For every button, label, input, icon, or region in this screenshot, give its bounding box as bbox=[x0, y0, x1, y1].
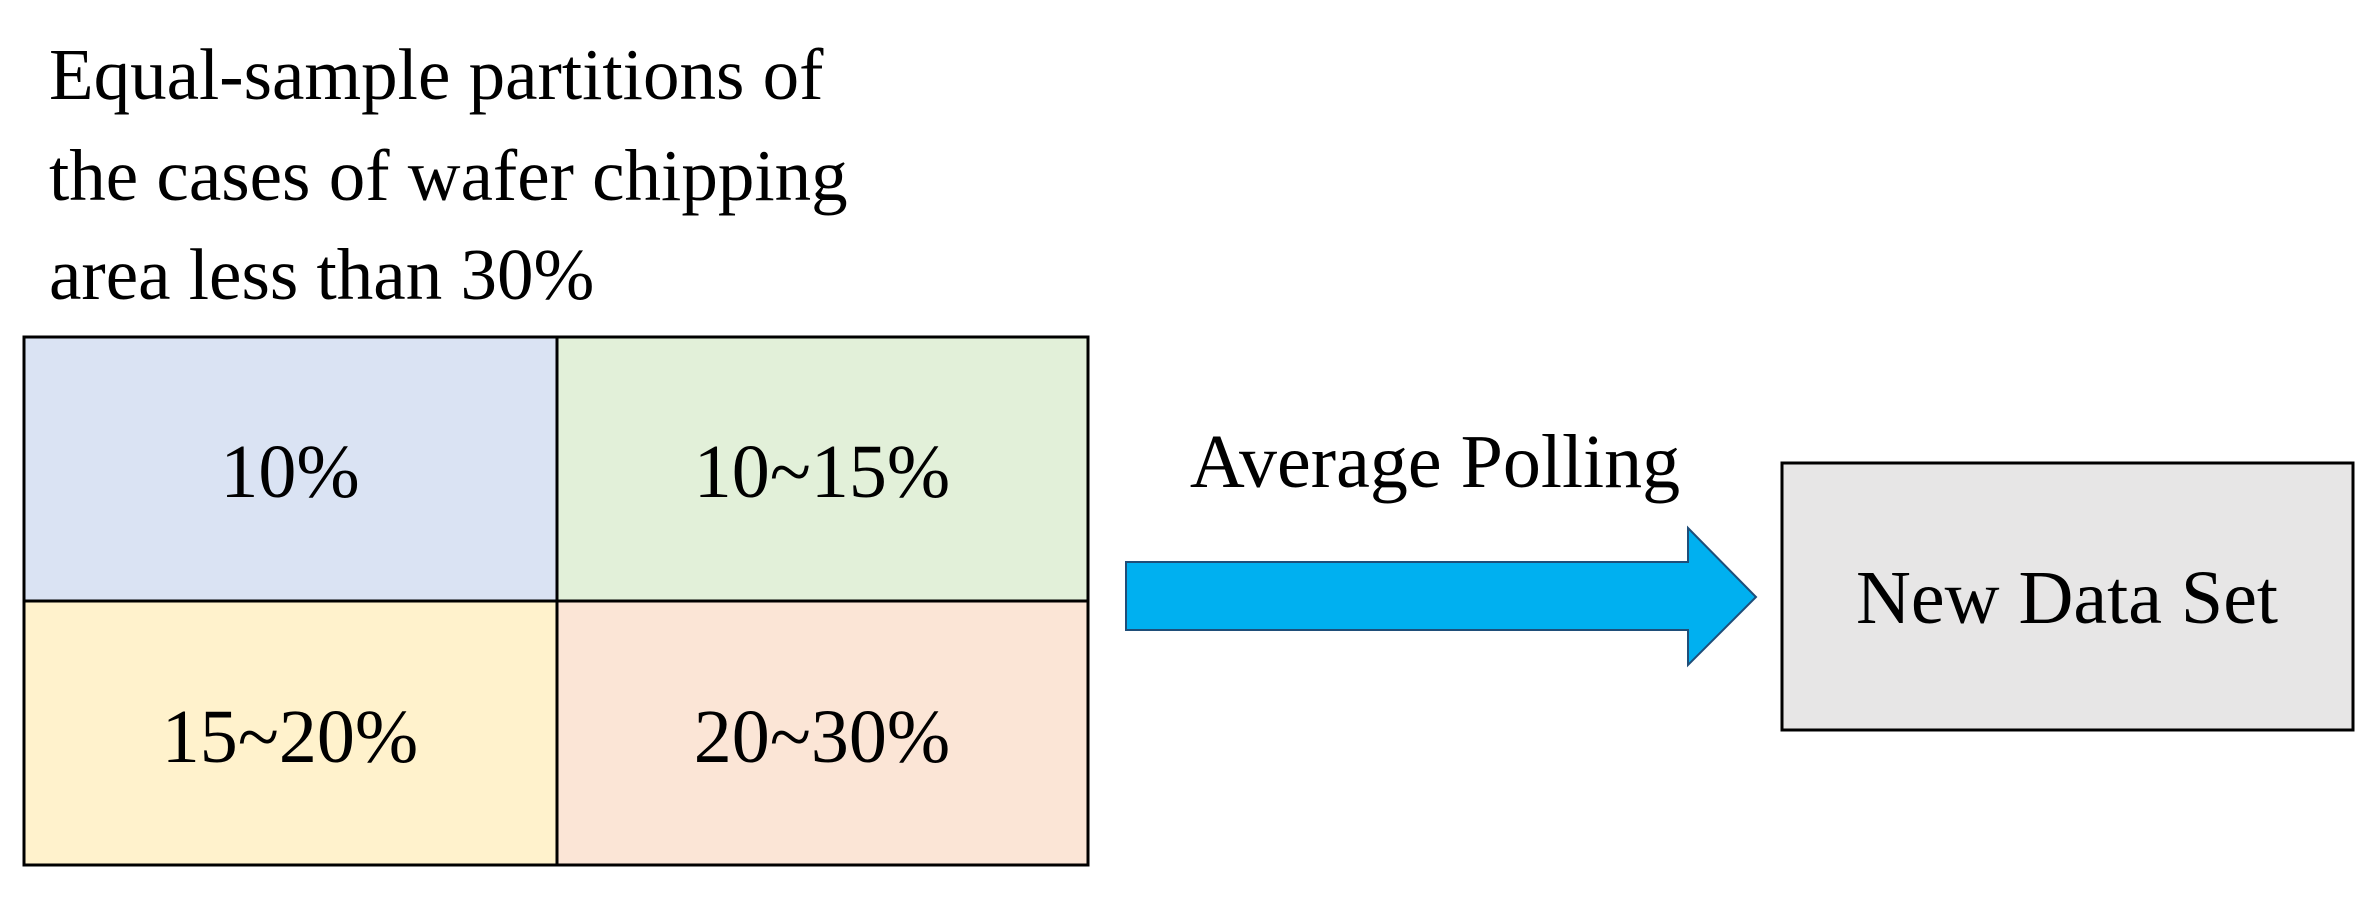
partition-label: 15~20% bbox=[162, 695, 418, 779]
partition-cell bbox=[555, 335, 1090, 603]
partition-label: 10~15% bbox=[694, 430, 950, 514]
partition-cell bbox=[555, 599, 1090, 867]
title-line: Equal-sample partitions of bbox=[49, 34, 824, 115]
partition-grid: 10% 10~15% 15~20% 20~30% bbox=[22, 335, 1090, 867]
title-line: the cases of wafer chipping bbox=[49, 135, 848, 216]
title-line: area less than 30% bbox=[49, 234, 594, 315]
partition-cell bbox=[22, 599, 559, 867]
output-label: New Data Set bbox=[1856, 556, 2278, 640]
partition-label: 10% bbox=[220, 430, 359, 514]
partition-label: 20~30% bbox=[694, 695, 950, 779]
arrow bbox=[1125, 525, 1758, 668]
output-box bbox=[1780, 461, 2355, 732]
partition-cell bbox=[22, 335, 559, 603]
arrow-label: Average Polling bbox=[1190, 420, 1680, 504]
